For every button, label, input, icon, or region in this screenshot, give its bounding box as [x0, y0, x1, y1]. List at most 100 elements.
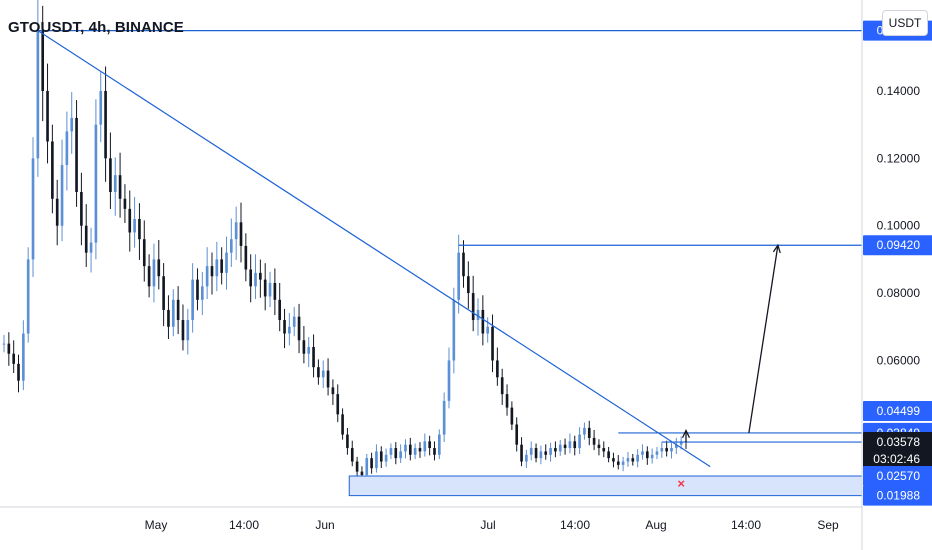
x-tick-label: 14:00 — [731, 518, 761, 532]
candle-body — [244, 245, 248, 270]
candle-body — [186, 320, 190, 341]
price-level-label: 0.09420 — [877, 238, 921, 252]
y-tick-label: 0.14000 — [877, 84, 921, 98]
candle-body — [592, 437, 596, 445]
candle-body — [631, 458, 635, 462]
arrow-up-icon — [772, 243, 781, 254]
candle-body — [481, 309, 485, 334]
candle-body — [215, 259, 219, 277]
candle-body — [616, 461, 620, 465]
price-level-badge — [863, 235, 932, 256]
candle-body — [89, 242, 93, 253]
candle-body — [452, 299, 456, 361]
candle-body — [655, 451, 659, 455]
candle-body — [679, 441, 683, 445]
candle-body — [60, 165, 64, 226]
x-tick-label: Jun — [315, 518, 334, 532]
candle-body — [196, 279, 199, 300]
projection-arrow-line — [748, 245, 779, 434]
candle-body — [94, 124, 98, 243]
candle-body — [302, 340, 306, 354]
annotation-layer: × — [37, 29, 863, 497]
last-price-badge — [863, 449, 932, 470]
candle-body — [109, 158, 112, 193]
candle-body — [346, 434, 349, 449]
candle-body — [259, 272, 262, 280]
candle-body — [491, 326, 494, 361]
candle-body — [70, 117, 74, 132]
candle-body — [123, 198, 127, 209]
candle-body — [675, 444, 678, 449]
candle-body — [534, 448, 538, 459]
x-tick-label: Sep — [817, 518, 839, 532]
candle-body — [437, 434, 441, 455]
candle-body — [404, 444, 407, 452]
candle-body — [312, 346, 315, 368]
candle-body — [621, 461, 625, 465]
candle-body — [626, 458, 630, 462]
candle-body — [612, 458, 615, 462]
candle-body — [138, 218, 141, 240]
candle-body — [641, 451, 644, 455]
candle-body — [573, 441, 577, 449]
candle-body — [341, 414, 344, 435]
candle-body — [578, 434, 581, 449]
candle-body — [558, 444, 562, 452]
candle-body — [292, 316, 296, 327]
candle-body — [636, 454, 639, 462]
last-price-badge — [863, 432, 932, 453]
candle-body — [249, 269, 253, 287]
candle-body — [355, 461, 359, 472]
currency-selector[interactable]: USDT — [882, 10, 928, 36]
candle-body — [65, 131, 69, 166]
x-tick-label: 14:00 — [560, 518, 590, 532]
candle-body — [554, 448, 557, 452]
candle-body — [467, 276, 470, 294]
candle-body — [379, 451, 383, 462]
candle-body — [447, 360, 451, 401]
candle-body — [549, 448, 552, 455]
candle-body — [152, 259, 156, 287]
candle-body — [230, 239, 233, 253]
candle-body — [142, 239, 146, 267]
candle-body — [471, 293, 475, 321]
candle-body — [568, 441, 572, 449]
candle-body — [167, 309, 170, 327]
candle-body — [665, 448, 668, 452]
price-level-badge — [863, 485, 932, 506]
candle-body — [104, 90, 107, 159]
candle-body — [326, 370, 330, 388]
candle-body — [408, 444, 412, 455]
candle-body — [607, 451, 610, 459]
x-tick-label: Aug — [645, 518, 666, 532]
candle-body — [442, 400, 446, 435]
support-zone — [348, 475, 863, 497]
candle-body — [41, 30, 45, 91]
candle-body — [75, 117, 78, 193]
candle-body — [17, 363, 20, 381]
candle-body — [210, 266, 214, 277]
candle-body — [157, 259, 161, 277]
candle-body — [205, 266, 209, 287]
candle-body — [375, 451, 378, 469]
plot-layer — [2, 0, 688, 480]
candle-body — [191, 279, 194, 321]
candle-body — [162, 276, 165, 310]
candle-body — [394, 448, 398, 459]
candle-body — [234, 222, 238, 240]
candle-body — [350, 448, 354, 462]
candle-body — [389, 448, 393, 455]
candle-body — [650, 454, 654, 459]
candle-body — [413, 448, 417, 455]
candle-body — [496, 360, 499, 378]
candle-body — [520, 444, 523, 462]
candle-body — [602, 448, 606, 452]
trend-line — [37, 30, 711, 468]
candle-body — [500, 377, 504, 395]
candle-body — [181, 320, 185, 341]
price-level-label: 0.03578 — [877, 435, 921, 449]
candle-body — [399, 451, 402, 459]
candle-body — [171, 299, 175, 327]
